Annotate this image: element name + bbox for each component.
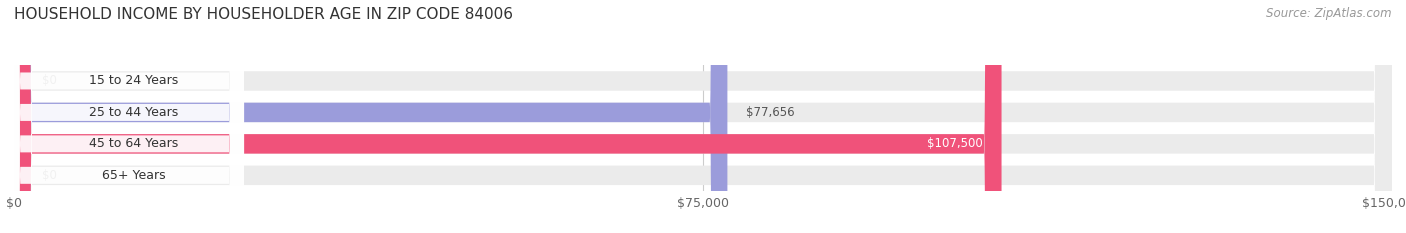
Text: $0: $0 <box>42 169 56 182</box>
FancyBboxPatch shape <box>6 0 245 233</box>
Text: 45 to 64 Years: 45 to 64 Years <box>89 137 179 150</box>
FancyBboxPatch shape <box>14 0 1392 233</box>
FancyBboxPatch shape <box>6 0 245 233</box>
Text: $0: $0 <box>42 75 56 87</box>
FancyBboxPatch shape <box>14 0 1392 233</box>
FancyBboxPatch shape <box>6 0 245 233</box>
FancyBboxPatch shape <box>14 0 727 233</box>
Text: $107,500: $107,500 <box>928 137 983 150</box>
Text: 15 to 24 Years: 15 to 24 Years <box>89 75 179 87</box>
Text: 65+ Years: 65+ Years <box>101 169 166 182</box>
FancyBboxPatch shape <box>14 0 1392 233</box>
Text: 25 to 44 Years: 25 to 44 Years <box>89 106 179 119</box>
FancyBboxPatch shape <box>6 0 245 233</box>
FancyBboxPatch shape <box>14 0 1392 233</box>
Text: $77,656: $77,656 <box>745 106 794 119</box>
FancyBboxPatch shape <box>14 0 1001 233</box>
Text: Source: ZipAtlas.com: Source: ZipAtlas.com <box>1267 7 1392 20</box>
Text: HOUSEHOLD INCOME BY HOUSEHOLDER AGE IN ZIP CODE 84006: HOUSEHOLD INCOME BY HOUSEHOLDER AGE IN Z… <box>14 7 513 22</box>
